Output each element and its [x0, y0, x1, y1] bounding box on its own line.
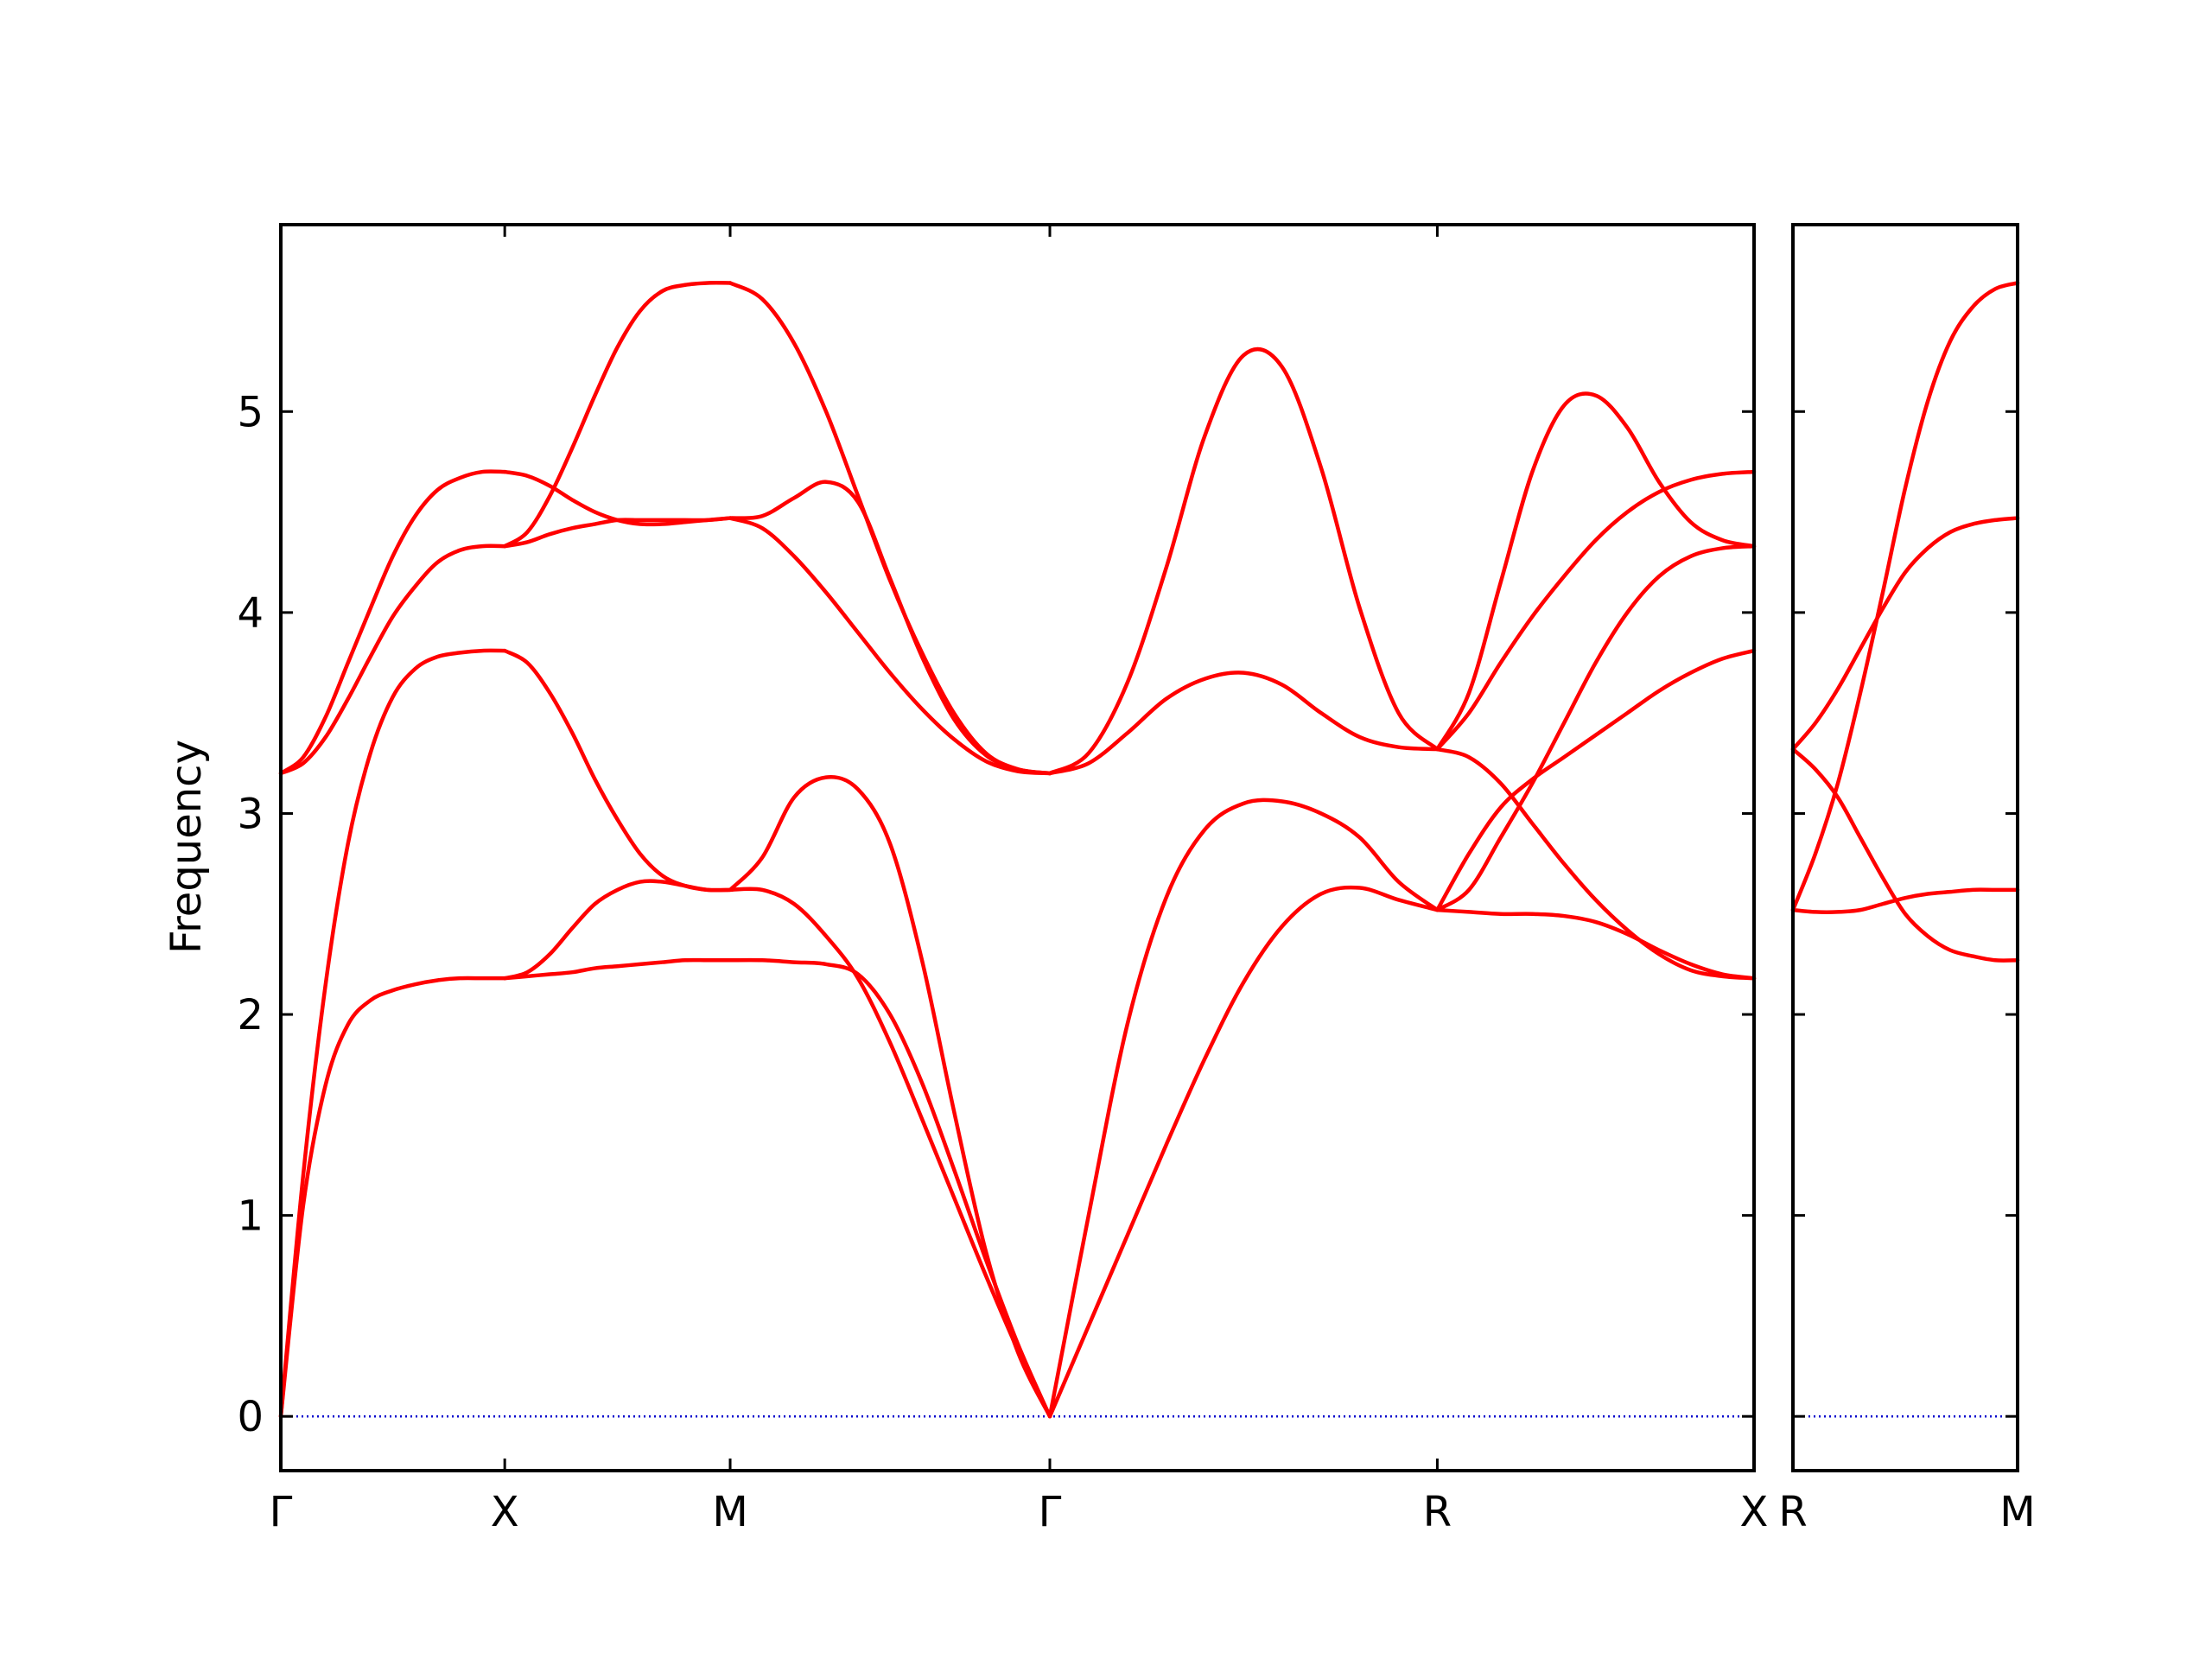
- band-line: [278, 543, 507, 776]
- band-line: [278, 648, 507, 1419]
- y-tick-label: 0: [237, 1393, 264, 1441]
- x-tick-label: Γ: [1039, 1488, 1062, 1536]
- band-line: [728, 957, 1052, 1419]
- x-tick-label: Γ: [270, 1488, 293, 1536]
- y-tick-label: 1: [237, 1192, 264, 1241]
- band-line: [502, 281, 733, 549]
- band-line: [1790, 887, 2020, 914]
- band-line: [1790, 516, 2020, 752]
- y-tick-label: 2: [237, 991, 264, 1039]
- band-line: [278, 469, 507, 776]
- band-line: [1435, 648, 1757, 912]
- band-line: [1047, 346, 1440, 776]
- band-line: [1790, 281, 2020, 912]
- band-line: [502, 957, 733, 981]
- band-line: [1047, 798, 1440, 1419]
- band-line: [1435, 543, 1757, 912]
- band-line: [728, 281, 1052, 776]
- band-line: [1435, 907, 1757, 981]
- x-tick-label: R: [1423, 1488, 1452, 1536]
- plot-frame: [1791, 223, 2019, 1472]
- band-line: [728, 887, 1052, 1419]
- y-tick-label: 3: [237, 790, 264, 838]
- band-line: [1435, 747, 1757, 981]
- x-tick-label: R: [1778, 1488, 1807, 1536]
- x-tick-label: X: [491, 1488, 519, 1536]
- band-line: [728, 480, 1052, 776]
- y-tick-label: 4: [237, 589, 264, 638]
- left-panel: 0 1 2 3 4 5 Γ X M Γ R X: [237, 223, 1769, 1536]
- band-line: [728, 516, 1052, 776]
- band-line: [1047, 885, 1440, 1419]
- band-line: [1435, 469, 1757, 752]
- plot-frame: [279, 223, 1756, 1472]
- x-tick-label: M: [712, 1488, 747, 1536]
- band-line: [278, 976, 507, 1419]
- band-line: [1790, 747, 2020, 963]
- band-line: [502, 648, 733, 893]
- band-line: [502, 879, 733, 981]
- y-axis-label: Frequency: [162, 740, 211, 954]
- band-line: [728, 774, 1052, 1419]
- band-line: [1047, 671, 1440, 776]
- x-tick-label: X: [1740, 1488, 1769, 1536]
- band-line: [502, 469, 733, 527]
- y-tick-label: 5: [237, 388, 264, 436]
- x-tick-label: M: [1999, 1488, 2035, 1536]
- band-line: [1435, 391, 1757, 752]
